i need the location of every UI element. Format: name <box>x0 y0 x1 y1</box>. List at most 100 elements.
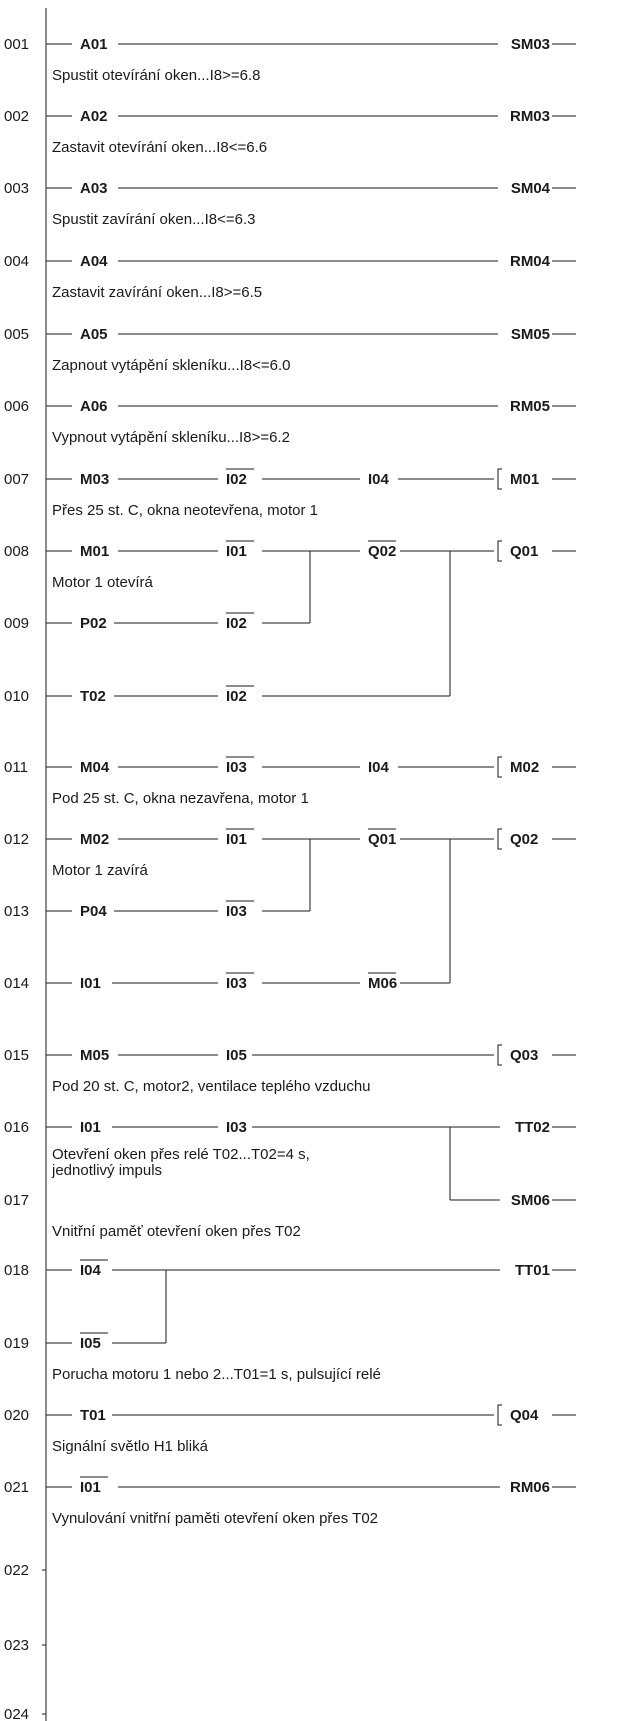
rung-comment: Signální světlo H1 bliká <box>52 1438 209 1455</box>
coil-tt02: TT02 <box>515 1119 550 1136</box>
coil-q01: Q01 <box>510 543 538 560</box>
rung-comment: Pod 20 st. C, motor2, ventilace teplého … <box>52 1078 371 1095</box>
rung-number: 003 <box>4 180 29 197</box>
rung-comment: Pod 25 st. C, okna nezavřena, motor 1 <box>52 790 309 807</box>
contact-i04: I04 <box>368 471 390 488</box>
rung-008: 008 Motor 1 otevírá M01 I01 Q02 Q01 <box>4 540 538 591</box>
contact-i02: I02 <box>226 471 247 488</box>
rung-number: 007 <box>4 471 29 488</box>
contact-a06: A06 <box>80 398 108 415</box>
coil-q04: Q04 <box>510 1407 539 1424</box>
rung-number: 020 <box>4 1407 29 1424</box>
rung-number: 012 <box>4 831 29 848</box>
rung-024: 024 <box>4 1706 29 1721</box>
rung-comment: Spustit otevírání oken...I8>=6.8 <box>52 67 260 84</box>
contact-m04: M04 <box>80 759 110 776</box>
rung-number: 002 <box>4 108 29 125</box>
rung-number: 017 <box>4 1192 29 1209</box>
contact-i05: I05 <box>226 1047 247 1064</box>
contact-i03: I03 <box>226 975 247 992</box>
rung-022: 022 <box>4 1562 29 1579</box>
rung-010: 010 T02 I02 <box>4 685 254 705</box>
rung-comment: Zastavit otevírání oken...I8<=6.6 <box>52 139 267 156</box>
contact-i03: I03 <box>226 759 247 776</box>
coil-rm04: RM04 <box>510 253 551 270</box>
rung-number: 008 <box>4 543 29 560</box>
contact-a05: A05 <box>80 326 108 343</box>
rung-number: 006 <box>4 398 29 415</box>
coil-m01: M01 <box>510 471 539 488</box>
rung-number: 019 <box>4 1335 29 1352</box>
rung-comment: Motor 1 zavírá <box>52 862 149 879</box>
rung-006: 006 Vypnout vytápění skleníku...I8>=6.2 A0… <box>4 398 550 446</box>
coil-bracket <box>497 756 502 778</box>
rung-015: 015 Pod 20 st. C, motor2, ventilace teplé… <box>4 1044 538 1095</box>
rung-comment: Přes 25 st. C, okna neotevřena, motor 1 <box>52 502 318 519</box>
rung-number: 005 <box>4 326 29 343</box>
contact-m02: M02 <box>80 831 109 848</box>
rung-003: 003 Spustit zavírání oken...I8<=6.3 A03 SM0… <box>4 180 551 228</box>
coil-bracket <box>497 1404 502 1426</box>
coil-rm03: RM03 <box>510 108 550 125</box>
contact-p04: P04 <box>80 903 107 920</box>
rung-number: 014 <box>4 975 29 992</box>
coil-rm05: RM05 <box>510 398 550 415</box>
coil-tt01: TT01 <box>515 1262 550 1279</box>
contact-a02: A02 <box>80 108 108 125</box>
rung-004: 004 Zastavit zavírání oken...I8>=6.5 A04 RM… <box>4 253 551 301</box>
contact-i01: I01 <box>226 543 247 560</box>
coil-q03: Q03 <box>510 1047 538 1064</box>
rung-019: 019 Porucha motoru 1 nebo 2...T01=1 s, pu… <box>4 1332 381 1383</box>
coil-sm03: SM03 <box>511 36 550 53</box>
coil-bracket <box>497 1044 502 1066</box>
contact-t01: T01 <box>80 1407 106 1424</box>
contact-i03: I03 <box>226 1119 247 1136</box>
coil-m02: M02 <box>510 759 539 776</box>
contact-m06: M06 <box>368 975 397 992</box>
rung-011: 011 Pod 25 st. C, okna nezavřena, motor 1… <box>4 756 539 807</box>
rung-comment: Vypnout vytápění skleníku...I8>=6.2 <box>52 429 290 446</box>
contact-i03: I03 <box>226 903 247 920</box>
rung-number: 004 <box>4 253 29 270</box>
contact-i02: I02 <box>226 615 247 632</box>
contact-t02: T02 <box>80 688 106 705</box>
rung-comment: Porucha motoru 1 nebo 2...T01=1 s, pulsu… <box>52 1366 381 1383</box>
rung-comment: Spustit zavírání oken...I8<=6.3 <box>52 211 255 228</box>
rung-comment: Vynulování vnitřní paměti otevření oken … <box>52 1510 378 1527</box>
rung-number: 022 <box>4 1562 29 1579</box>
contact-q02: Q02 <box>368 543 396 560</box>
rung-number: 013 <box>4 903 29 920</box>
rung-number: 010 <box>4 688 29 705</box>
rung-number: 018 <box>4 1262 29 1279</box>
contact-i04: I04 <box>80 1262 102 1279</box>
rung-number: 023 <box>4 1637 29 1654</box>
coil-bracket <box>497 468 502 490</box>
rung-002: 002 Zastavit otevírání oken...I8<=6.6 A02 R… <box>4 108 550 156</box>
contact-i04: I04 <box>368 759 390 776</box>
rung-020: 020 Signální světlo H1 bliká T01 Q04 <box>4 1404 539 1455</box>
contact-a04: A04 <box>80 253 108 270</box>
coil-rm06: RM06 <box>510 1479 550 1496</box>
contact-p02: P02 <box>80 615 107 632</box>
rung-number: 001 <box>4 36 29 53</box>
contact-i01: I01 <box>226 831 247 848</box>
rung-comment: Vnitřní paměť otevření oken přes T02 <box>52 1223 301 1240</box>
rung-number: 016 <box>4 1119 29 1136</box>
rung-comment: Zastavit zavírání oken...I8>=6.5 <box>52 284 262 301</box>
rung-023: 023 <box>4 1637 29 1654</box>
contact-m03: M03 <box>80 471 109 488</box>
rung-018: 018 I04 TT01 <box>4 1259 550 1279</box>
contact-q01: Q01 <box>368 831 396 848</box>
rung-number: 009 <box>4 615 29 632</box>
rung-number: 021 <box>4 1479 29 1496</box>
rung-comment: Motor 1 otevírá <box>52 574 154 591</box>
rung-number: 011 <box>4 759 28 776</box>
rung-number: 015 <box>4 1047 29 1064</box>
coil-q02: Q02 <box>510 831 538 848</box>
rung-009: 009 P02 I02 <box>4 612 254 632</box>
rung-021: 021 Vynulování vnitřní paměti otevření ok… <box>4 1476 550 1527</box>
contact-a01: A01 <box>80 36 108 53</box>
rung-014: 014 I01 I03 M06 <box>4 972 397 992</box>
contact-i01: I01 <box>80 1119 101 1136</box>
